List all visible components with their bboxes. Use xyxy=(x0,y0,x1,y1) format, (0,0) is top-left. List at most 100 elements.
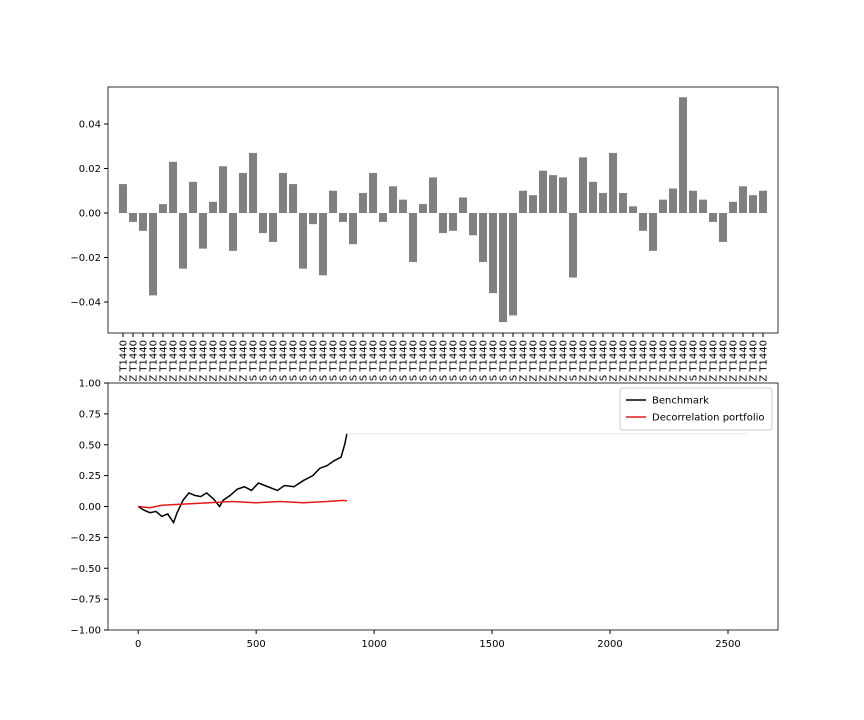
bar xyxy=(519,190,527,214)
bar xyxy=(289,184,297,214)
x-tick-label: Z T1440 xyxy=(539,340,550,382)
x-tick-label: Z T1440 xyxy=(659,340,670,382)
x-tick-label: Z T1440 xyxy=(729,340,740,382)
bar xyxy=(409,213,417,262)
y-tick-label: 0.50 xyxy=(79,440,101,451)
y-tick-label: 0.00 xyxy=(79,502,101,513)
y-tick-label: 0.04 xyxy=(79,119,101,130)
x-tick-label: Z T1440 xyxy=(179,340,190,382)
x-tick-label: S T1440 xyxy=(499,340,510,381)
bar xyxy=(399,199,407,214)
x-tick-label: S T1440 xyxy=(379,340,390,381)
x-tick-label: Z T1440 xyxy=(649,340,660,382)
bar xyxy=(219,166,227,214)
x-tick-label: Z T1440 xyxy=(209,340,220,382)
bar xyxy=(609,152,617,214)
bar xyxy=(319,213,327,276)
axes-frame xyxy=(107,86,779,334)
bar xyxy=(249,152,257,214)
x-tick-label: S T1440 xyxy=(449,340,460,381)
x-tick-label: Z T1440 xyxy=(529,340,540,382)
bar xyxy=(539,170,547,214)
x-tick-label: S T1440 xyxy=(339,340,350,381)
x-tick-label: S T1440 xyxy=(459,340,470,381)
bar xyxy=(749,195,757,214)
x-tick-label: Z T1440 xyxy=(629,340,640,382)
axes-frame xyxy=(107,382,779,631)
x-tick-label: S T1440 xyxy=(439,340,450,381)
x-tick-label: S T1440 xyxy=(299,340,310,381)
bar xyxy=(159,204,167,214)
x-tick-label: S T1440 xyxy=(569,340,580,381)
bar xyxy=(429,177,437,214)
x-tick-label: S T1440 xyxy=(259,340,270,381)
bar xyxy=(659,199,667,214)
bar xyxy=(529,195,537,214)
y-tick-label: 0.75 xyxy=(79,409,101,420)
bar xyxy=(689,190,697,214)
y-tick-label: −0.50 xyxy=(70,564,101,575)
x-tick-label: Z T1440 xyxy=(229,340,240,382)
bar xyxy=(329,190,337,214)
bar xyxy=(129,213,137,222)
x-tick-label: S T1440 xyxy=(269,340,280,381)
bar xyxy=(679,97,687,214)
bar xyxy=(739,186,747,214)
bar xyxy=(189,181,197,214)
x-tick-label: Z T1440 xyxy=(619,340,630,382)
legend-frame xyxy=(619,387,773,431)
bar xyxy=(619,192,627,214)
series-line xyxy=(137,433,348,525)
bar xyxy=(379,213,387,222)
bar xyxy=(559,177,567,214)
x-tick-label: S T1440 xyxy=(479,340,490,381)
bar xyxy=(489,213,497,294)
x-tick-label: 500 xyxy=(247,639,266,650)
x-tick-label: Z T1440 xyxy=(589,340,600,382)
y-tick-label: 0.25 xyxy=(79,471,101,482)
x-tick-label: Z T1440 xyxy=(579,340,590,382)
x-tick-label: Z T1440 xyxy=(139,340,150,382)
y-tick-label: −0.75 xyxy=(70,595,101,606)
bar xyxy=(209,201,217,214)
bar xyxy=(139,213,147,231)
bar xyxy=(569,213,577,278)
bar xyxy=(169,161,177,214)
bar xyxy=(709,213,717,222)
bar xyxy=(579,157,587,214)
x-tick-label: Z T1440 xyxy=(119,340,130,382)
x-tick-label: S T1440 xyxy=(599,340,610,381)
x-tick-label: Z T1440 xyxy=(559,340,570,382)
x-tick-label: Z T1440 xyxy=(609,340,620,382)
x-tick-label: S T1440 xyxy=(349,340,360,381)
x-tick-label: Z T1440 xyxy=(759,340,770,382)
bar xyxy=(649,213,657,251)
bar xyxy=(759,190,767,214)
x-tick-label: S T1440 xyxy=(389,340,400,381)
x-tick-label: 1500 xyxy=(479,639,504,650)
legend: Benchmark Decorrelation portfolio xyxy=(619,387,773,431)
x-tick-label: Z T1440 xyxy=(749,340,760,382)
bar xyxy=(599,192,607,214)
legend-label: Decorrelation portfolio xyxy=(652,413,765,424)
legend-label: Benchmark xyxy=(652,396,709,407)
y-tick-label: −1.00 xyxy=(70,626,101,637)
bar xyxy=(199,213,207,249)
x-tick-label: 1000 xyxy=(361,639,386,650)
x-tick-label: Z T1440 xyxy=(159,340,170,382)
x-tick-label: S T1440 xyxy=(689,340,700,381)
bar xyxy=(149,213,157,296)
bar xyxy=(309,213,317,225)
bar xyxy=(239,172,247,214)
bar xyxy=(339,213,347,222)
x-tick-label: Z T1440 xyxy=(149,340,160,382)
y-tick-label: −0.04 xyxy=(70,298,101,309)
y-tick-label: 0.00 xyxy=(79,209,101,220)
x-tick-label: Z T1440 xyxy=(219,340,230,382)
bar xyxy=(179,213,187,269)
bar xyxy=(729,201,737,214)
bar xyxy=(229,213,237,251)
x-tick-label: Z T1440 xyxy=(549,340,560,382)
x-tick-label: S T1440 xyxy=(249,340,260,381)
x-tick-label: 0 xyxy=(135,639,141,650)
